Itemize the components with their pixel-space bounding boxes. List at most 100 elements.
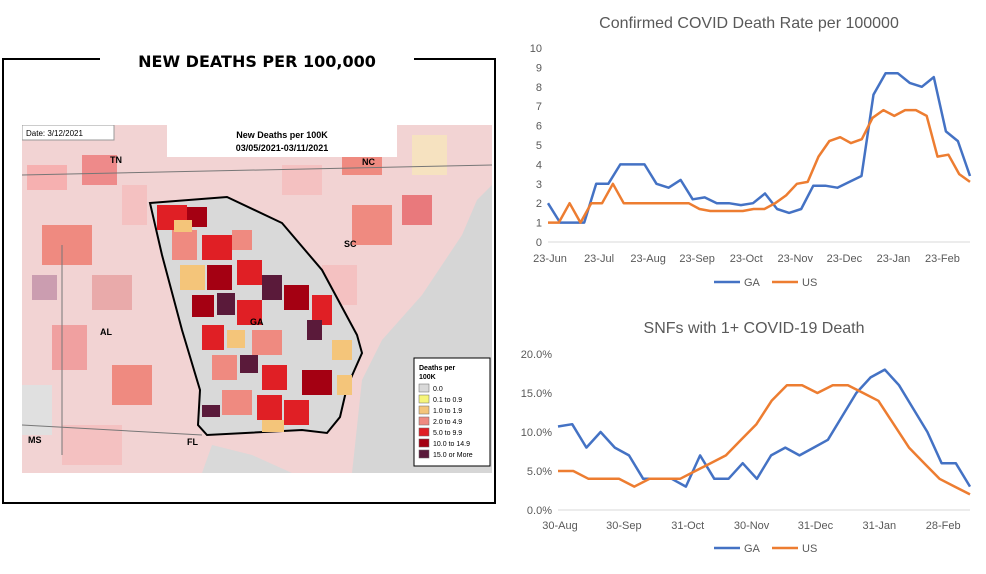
x-tick-label: 23-Oct [730, 253, 763, 265]
legend-label: 2.0 to 4.9 [433, 419, 462, 426]
county [217, 293, 235, 315]
georgia-counties [157, 205, 352, 432]
legend-label: 5.0 to 9.9 [433, 430, 462, 437]
date-label: Date: 3/12/2021 [26, 129, 83, 138]
death-rate-chart: Confirmed COVID Death Rate per 100000 0 1 2… [530, 15, 972, 289]
county [252, 330, 282, 355]
county [222, 390, 252, 415]
x-tick-label: 30-Sep [606, 520, 641, 532]
county [337, 375, 352, 395]
county [212, 355, 237, 380]
county [262, 420, 284, 432]
county-patch [42, 225, 92, 265]
county [302, 370, 332, 395]
state-label-al: AL [100, 327, 112, 337]
county-patch [122, 185, 147, 225]
state-label-ga: GA [250, 317, 264, 327]
legend-label-us: US [802, 277, 817, 289]
y-tick-label: 20.0% [521, 349, 552, 361]
legend-swatch [418, 383, 430, 393]
legend-title-2: 100K [419, 374, 436, 381]
legend-swatch [418, 405, 430, 415]
county-patch [27, 165, 67, 190]
county [312, 295, 332, 325]
state-label-ms: MS [28, 435, 42, 445]
series-line-us [558, 383, 971, 496]
county-patch [22, 385, 52, 435]
y-tick-label: 2 [536, 198, 542, 210]
x-tick-label: 30-Aug [542, 520, 577, 532]
gulf-area [202, 445, 292, 473]
county [284, 400, 309, 425]
county [202, 325, 224, 350]
legend-label-us: US [802, 543, 817, 555]
x-tick-label: 23-Dec [827, 253, 863, 265]
series-line-ga [557, 368, 972, 488]
inner-subtitle: 03/05/2021-03/11/2021 [236, 143, 329, 153]
y-tick-label: 0.0% [527, 505, 552, 517]
county [232, 230, 252, 250]
county [332, 340, 352, 360]
state-border [21, 164, 493, 176]
state-border [21, 424, 203, 436]
county [174, 220, 192, 232]
legend-label: 10.0 to 14.9 [433, 441, 470, 448]
y-tick-label: 10 [530, 43, 542, 55]
map-legend: Deaths per 100K 0.0 0.1 to 0.9 1.0 to 1.9 2… [413, 357, 491, 467]
x-tick-label: 23-Sep [679, 253, 714, 265]
county-patch [92, 275, 132, 310]
county-patch [32, 275, 57, 300]
x-tick-label: 23-Feb [925, 253, 960, 265]
series-line-us [548, 108, 971, 224]
county-patch [402, 195, 432, 225]
y-tick-label: 0 [536, 237, 542, 249]
x-tick-label: 30-Nov [734, 520, 770, 532]
x-tick-label: 23-Nov [778, 253, 814, 265]
county [240, 355, 258, 373]
county [237, 300, 262, 325]
x-tick-label: 31-Oct [671, 520, 704, 532]
inner-title: New Deaths per 100K [236, 130, 328, 140]
y-tick-label: 9 [536, 62, 542, 74]
county [257, 395, 282, 420]
legend-swatch [418, 394, 430, 404]
county-patch [352, 205, 392, 245]
x-tick-label: 31-Dec [798, 520, 834, 532]
y-tick-label: 5.0% [527, 466, 552, 478]
state-label-nc: NC [362, 157, 375, 167]
legend-swatch [418, 438, 430, 448]
map-title-background [100, 48, 414, 78]
legend-label: 0.1 to 0.9 [433, 397, 462, 404]
county-patch [282, 165, 322, 195]
date-label-box [21, 124, 115, 141]
county-patch [62, 425, 122, 465]
y-tick-label: 4 [536, 159, 542, 171]
y-tick-label: 15.0% [521, 388, 552, 400]
series-line-ga [546, 71, 972, 224]
county [284, 285, 309, 310]
legend-title-1: Deaths per [419, 365, 455, 372]
map-image: Date: 3/12/2021 New Deaths per 100K 03/0… [21, 124, 493, 473]
chart-title: SNFs with 1+ COVID-19 Death [644, 320, 865, 337]
state-label-fl: FL [187, 437, 198, 447]
map-title: NEW DEATHS PER 100,000 [138, 52, 376, 71]
county [202, 235, 232, 260]
legend-swatch [418, 416, 430, 426]
county [202, 405, 220, 417]
county [192, 295, 214, 317]
county [180, 265, 205, 290]
legend-label: 0.0 [433, 386, 443, 393]
state-label-tn: TN [110, 155, 122, 165]
inner-title-box [167, 125, 397, 157]
legend-swatch [418, 427, 430, 437]
x-tick-label: 23-Jun [533, 253, 567, 265]
county [207, 265, 232, 290]
county-patch [82, 155, 117, 185]
legend-label-ga: GA [744, 543, 761, 555]
y-tick-label: 6 [536, 121, 542, 133]
legend-label-ga: GA [744, 277, 761, 289]
county [227, 330, 245, 348]
y-tick-label: 7 [536, 101, 542, 113]
county [172, 230, 197, 260]
y-tick-label: 1 [536, 218, 542, 230]
